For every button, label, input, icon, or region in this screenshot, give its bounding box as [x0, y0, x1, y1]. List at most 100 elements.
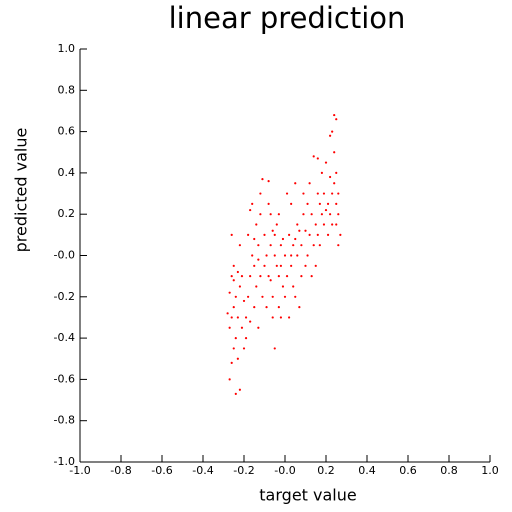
x-tick-label: -0.8 [110, 464, 131, 477]
point [326, 233, 330, 236]
x-tick-label: 0.8 [440, 464, 458, 477]
point [236, 316, 239, 319]
point [331, 192, 334, 195]
point [320, 213, 323, 216]
point [290, 264, 293, 267]
point [337, 213, 340, 216]
point [255, 285, 258, 288]
y-tick-label: 0.4 [58, 166, 76, 179]
point [337, 244, 340, 247]
point [232, 347, 235, 350]
point [228, 378, 231, 381]
point [265, 254, 268, 257]
point [302, 192, 305, 195]
y-tick-label: -0.6 [54, 372, 75, 385]
point [300, 275, 303, 278]
point [294, 182, 297, 185]
y-tick-label: 0.8 [58, 83, 76, 96]
point [263, 233, 266, 236]
point [331, 130, 334, 133]
point [247, 233, 250, 236]
point [273, 347, 276, 350]
point [298, 306, 301, 309]
point [306, 202, 309, 205]
point [275, 264, 278, 267]
point [298, 229, 301, 232]
point [230, 316, 233, 319]
point [331, 223, 334, 226]
point [314, 264, 317, 267]
point [294, 295, 297, 298]
point [324, 161, 328, 164]
point [335, 171, 338, 174]
point [242, 347, 246, 350]
y-tick-label: -0.0 [54, 249, 75, 262]
point [242, 299, 246, 303]
point [322, 192, 326, 195]
point [253, 306, 256, 309]
point [228, 326, 231, 329]
point [267, 275, 270, 278]
point [232, 264, 235, 267]
point [259, 213, 262, 216]
point [285, 275, 289, 278]
point [312, 155, 315, 158]
point [314, 223, 317, 226]
point [244, 316, 248, 319]
x-tick-label: 0.6 [399, 464, 417, 477]
point [261, 295, 264, 298]
point [333, 151, 336, 154]
point [249, 208, 252, 212]
point [257, 326, 260, 329]
point [271, 316, 274, 319]
point [290, 202, 293, 205]
y-tick-label: -0.4 [54, 331, 75, 344]
chart-title: linear prediction [169, 1, 406, 35]
point [259, 192, 262, 195]
point [236, 270, 239, 274]
point [234, 295, 237, 298]
point [251, 254, 254, 257]
x-tick-label: -0.6 [151, 464, 172, 477]
y-tick-label: 0.6 [58, 125, 76, 138]
point [316, 233, 319, 236]
x-tick-label: -0.2 [233, 464, 254, 477]
point [271, 229, 274, 232]
point [230, 275, 233, 278]
point [312, 244, 315, 247]
point [300, 244, 303, 247]
point [253, 237, 256, 241]
point [230, 361, 233, 364]
point [263, 264, 266, 267]
y-tick-label: -0.8 [54, 414, 75, 427]
point [234, 337, 237, 340]
x-tick-label: 0.4 [358, 464, 376, 477]
point [267, 202, 270, 205]
point [251, 202, 254, 205]
point [247, 295, 250, 298]
point [318, 244, 321, 247]
point [283, 254, 287, 257]
y-tick-label: -0.2 [54, 290, 75, 303]
y-tick-label: 1.0 [58, 42, 76, 55]
x-tick-label: 0.2 [317, 464, 335, 477]
point [329, 175, 332, 179]
point [316, 192, 319, 195]
point [255, 223, 258, 226]
x-tick-label: -1.0 [69, 464, 90, 477]
point [269, 279, 272, 282]
point [269, 213, 272, 216]
point [257, 258, 260, 261]
point [304, 229, 307, 232]
point [302, 213, 305, 216]
point [234, 392, 237, 395]
point [333, 113, 336, 117]
point [318, 202, 321, 205]
point [273, 233, 276, 236]
point [296, 223, 299, 226]
point [257, 244, 260, 247]
point [333, 182, 336, 185]
point [339, 233, 342, 236]
point [306, 254, 309, 257]
